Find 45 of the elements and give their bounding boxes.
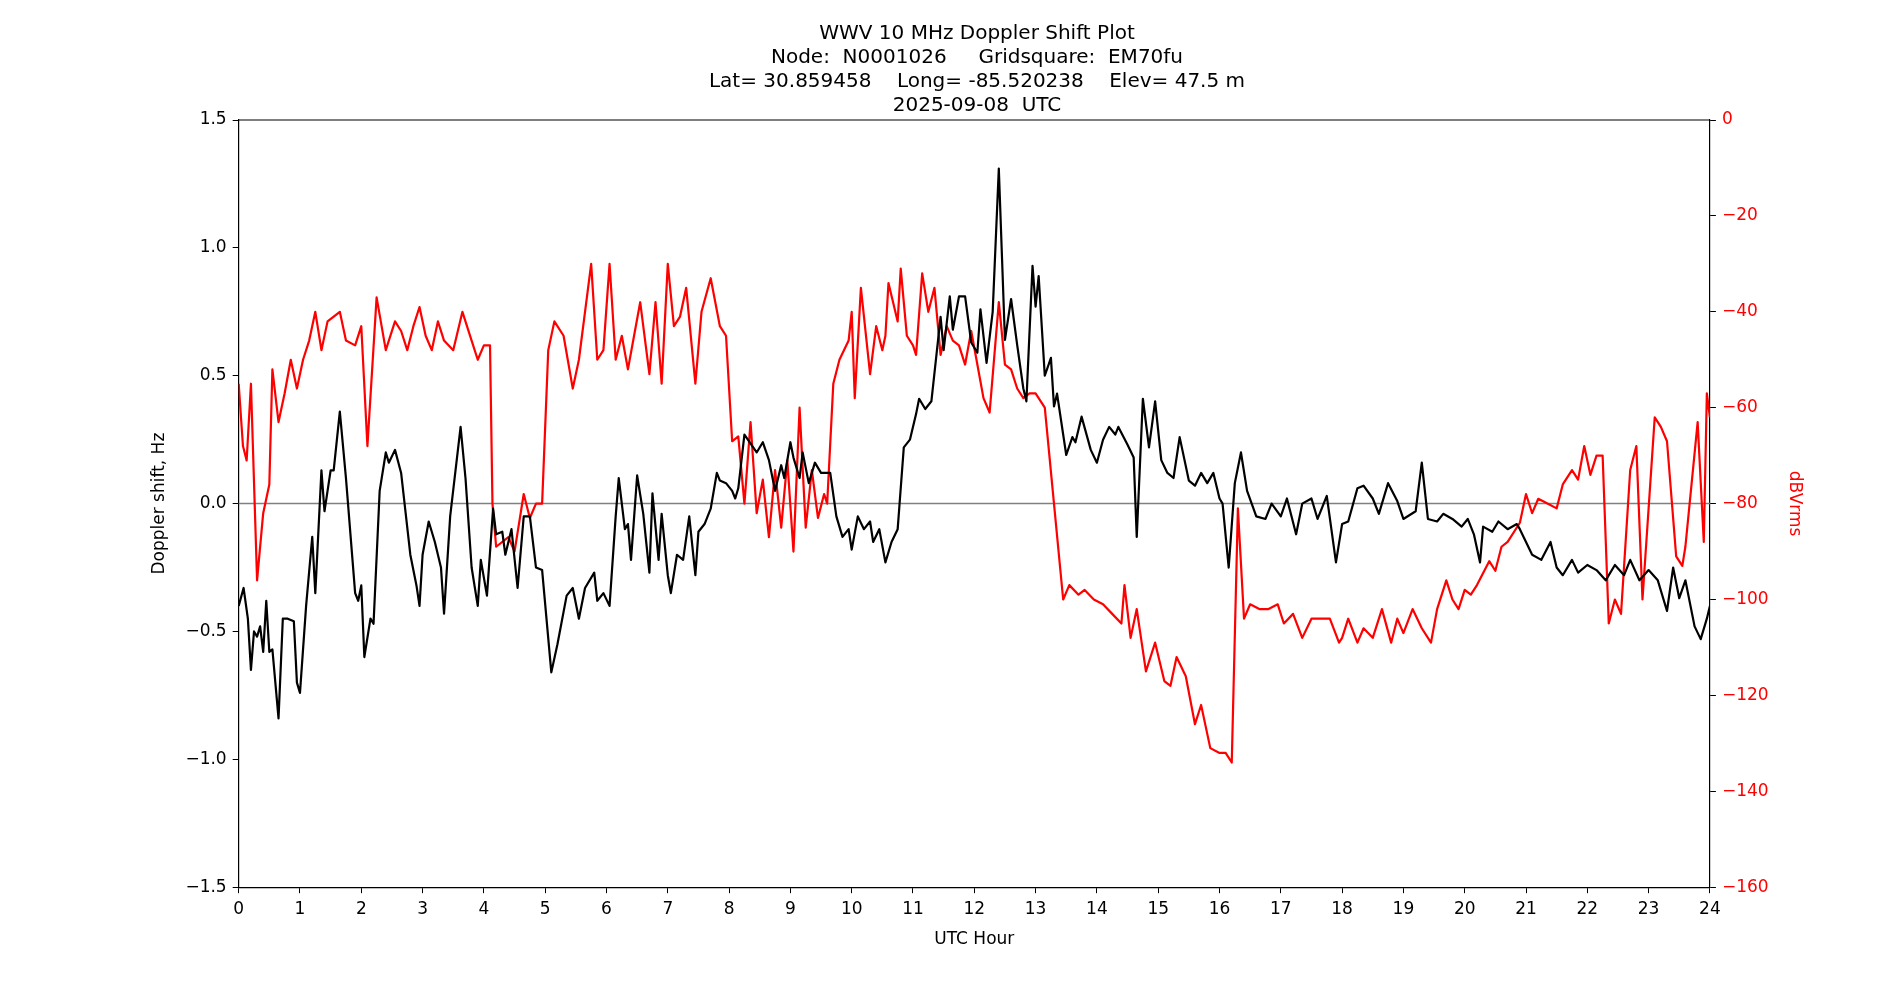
y-tick-label: 0.5 [199, 364, 227, 385]
y2-axis-title: dBVrms [1786, 470, 1807, 537]
y-tick-label: 1.0 [199, 236, 227, 257]
x-tick-label: 10 [840, 897, 863, 918]
x-tick-label: 5 [539, 897, 551, 918]
y2-tick-label: −120 [1721, 683, 1769, 704]
y-tick-label: 0.0 [199, 492, 227, 513]
x-tick-label: 3 [417, 897, 428, 918]
x-tick-label: 24 [1699, 897, 1721, 918]
chart-title: WWV 10 MHz Doppler Shift Plot Node: N0001026 Gridsquare: EM70fu Lat= 30.859458 Long= -85.520238 Elev= 47.5 m 2025-09-08 UTC [708, 20, 1246, 117]
y2-tick-label: −100 [1721, 587, 1769, 608]
x-tick-label: 2 [355, 897, 367, 918]
x-axis-title: UTC Hour [934, 928, 1015, 949]
y2-tick-label: −60 [1721, 396, 1758, 417]
y-axis-title: Doppler shift, Hz [147, 432, 168, 575]
y2-tick-label: −40 [1721, 300, 1758, 321]
x-tick-label: 9 [784, 897, 796, 918]
y2-tick-label: −80 [1721, 492, 1758, 513]
x-tick-label: 17 [1269, 897, 1292, 918]
x-tick-label: 16 [1208, 897, 1231, 918]
x-tick-label: 6 [601, 897, 612, 918]
x-tick-label: 0 [233, 897, 245, 918]
y2-tick-label: −160 [1721, 875, 1769, 896]
x-tick-label: 20 [1453, 897, 1476, 918]
y-tick-label: −1.0 [185, 747, 227, 768]
x-tick-label: 11 [902, 897, 924, 918]
y2-tick-label: −140 [1721, 779, 1769, 800]
x-tick-label: 18 [1331, 897, 1353, 918]
y-tick-label: −1.5 [185, 875, 227, 896]
x-tick-label: 8 [723, 897, 735, 918]
y2-tick-label: 0 [1721, 108, 1733, 129]
y-tick-label: 1.5 [199, 108, 227, 129]
x-tick-label: 15 [1147, 897, 1170, 918]
y2-tick-label: −20 [1721, 204, 1758, 225]
x-tick-label: 22 [1576, 897, 1599, 918]
x-tick-label: 1 [294, 897, 306, 918]
x-tick-label: 19 [1392, 897, 1415, 918]
x-tick-label: 13 [1024, 897, 1047, 918]
x-tick-label: 21 [1515, 897, 1537, 918]
x-tick-label: 14 [1086, 897, 1108, 918]
x-tick-label: 4 [478, 897, 490, 918]
y-tick-label: −0.5 [185, 619, 227, 640]
x-tick-label: 12 [963, 897, 986, 918]
x-tick-label: 7 [662, 897, 674, 918]
x-tick-label: 23 [1637, 897, 1660, 918]
